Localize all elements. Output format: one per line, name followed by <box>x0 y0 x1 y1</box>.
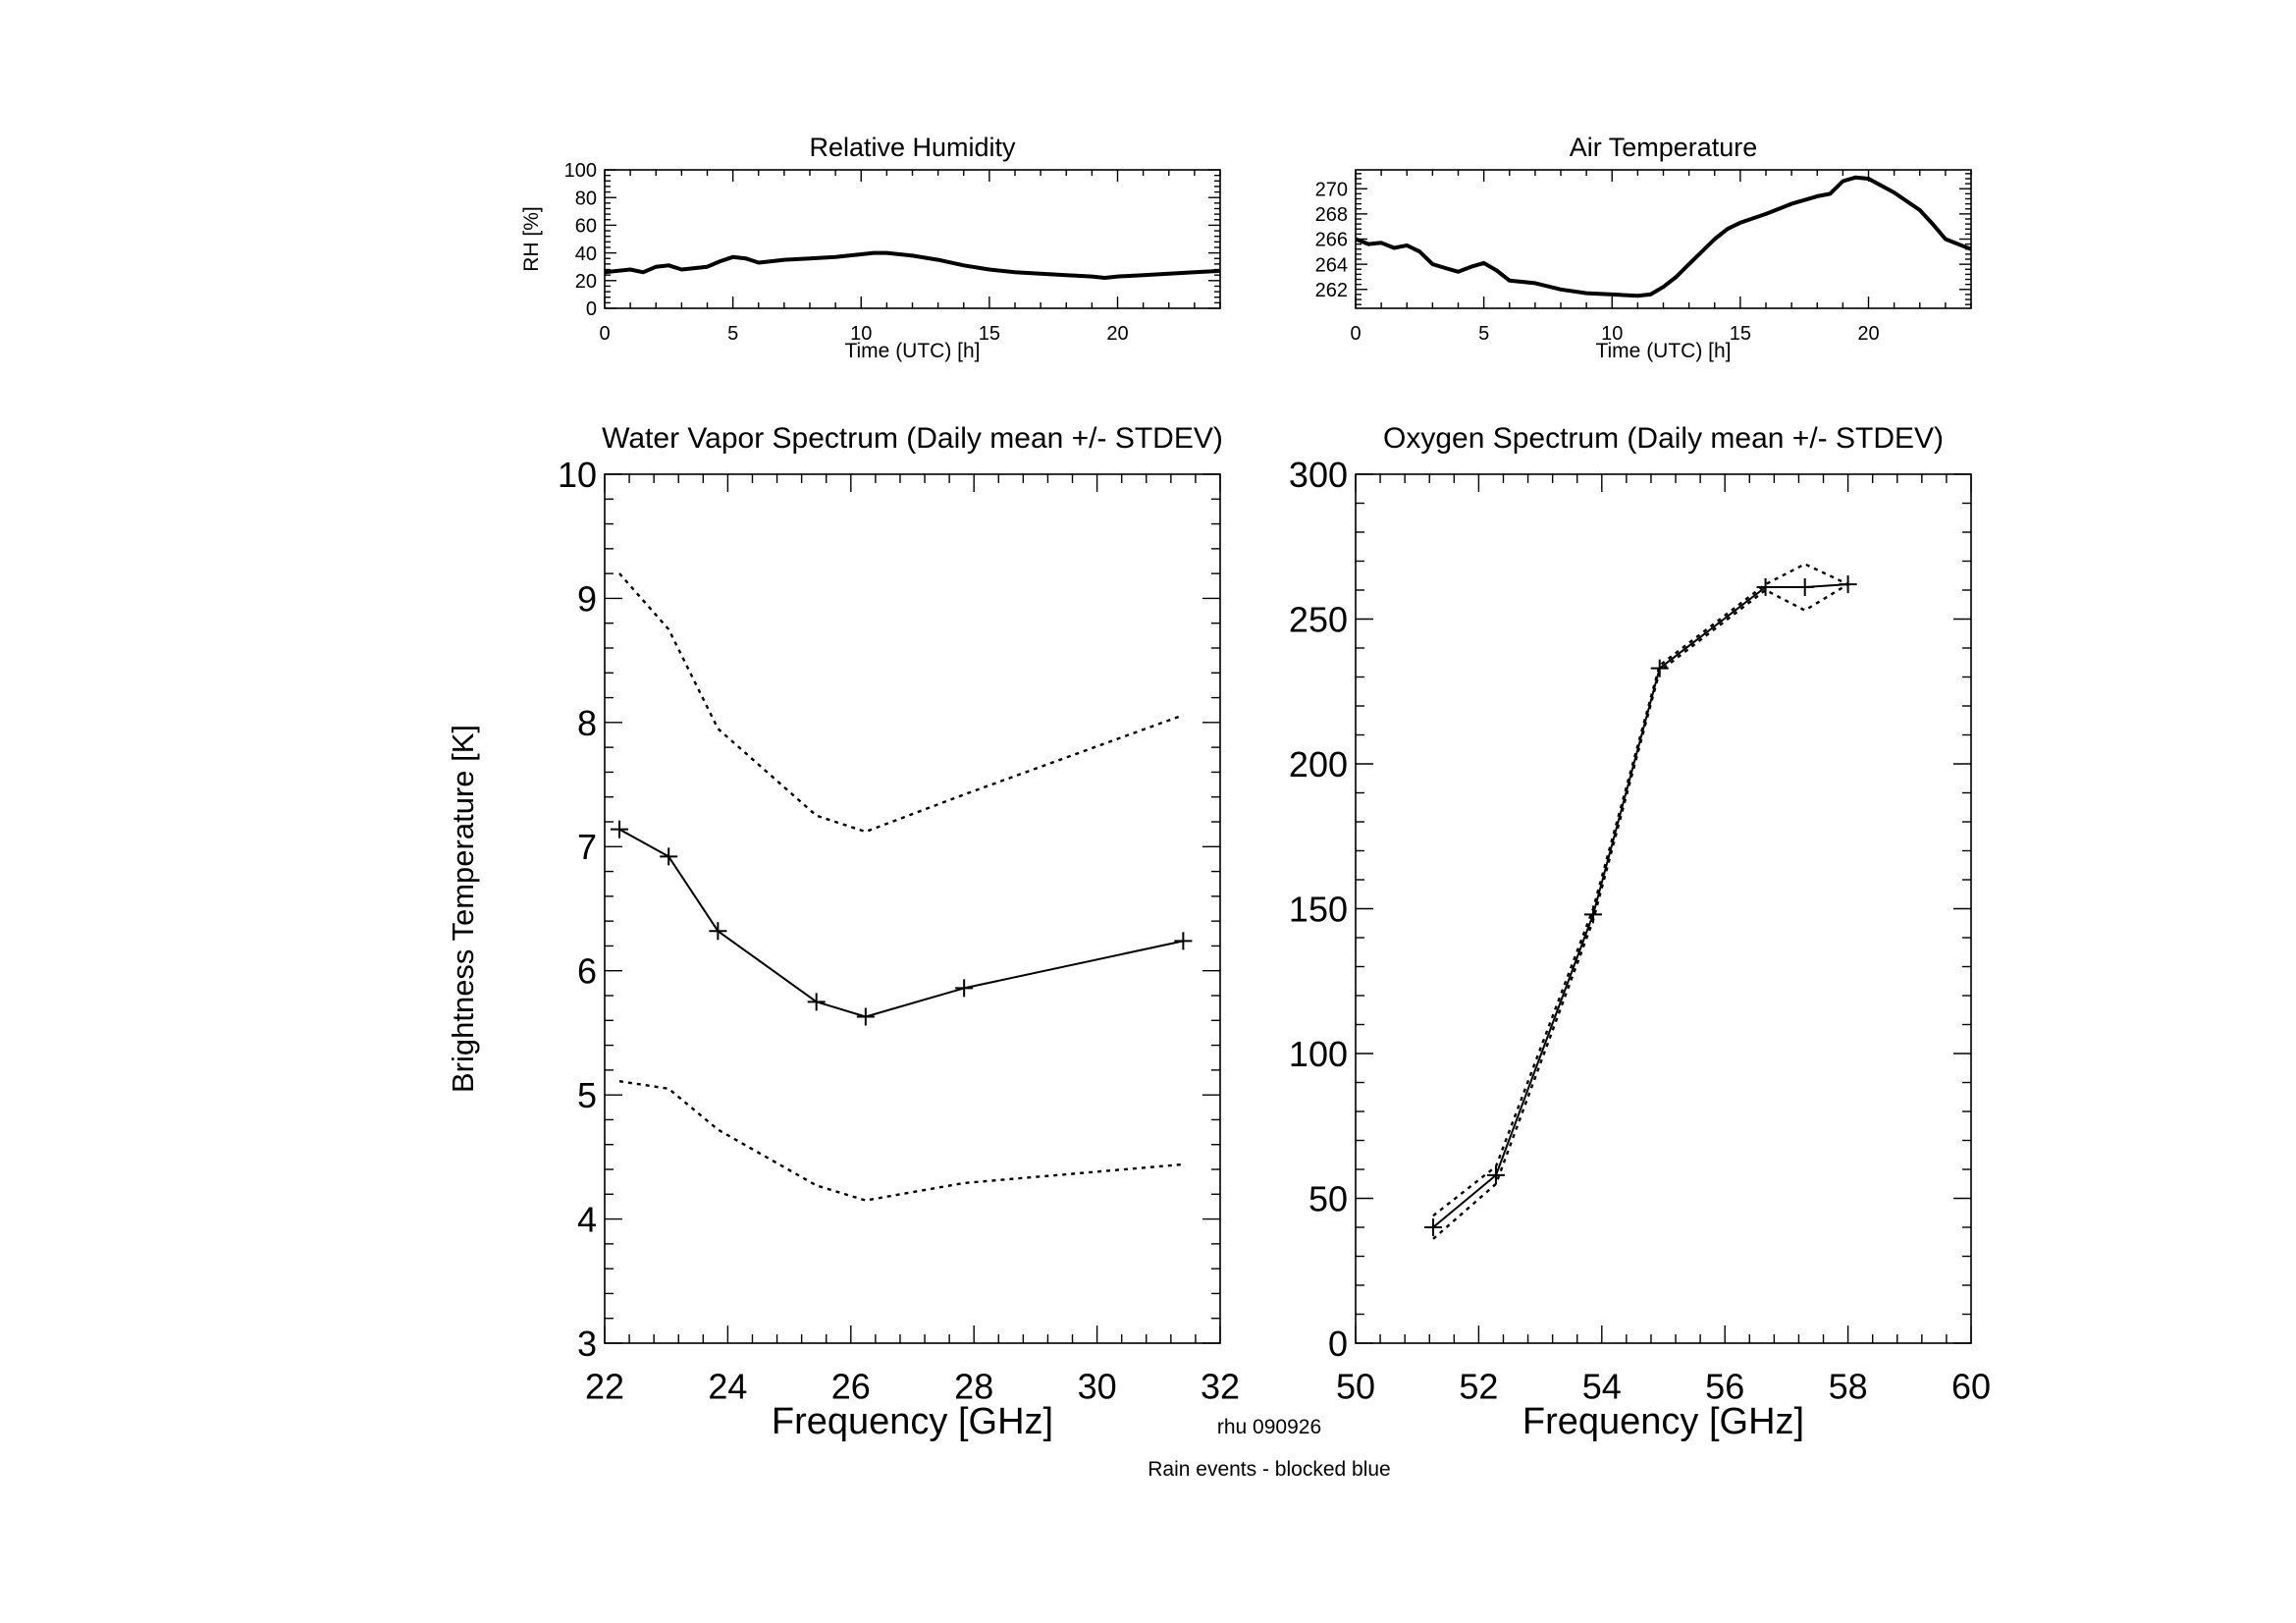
airtemp-y-tick-label: 262 <box>1315 280 1348 301</box>
wv-x-tick-label: 26 <box>831 1367 871 1407</box>
wv-x-tick-label: 24 <box>708 1367 747 1407</box>
wv-y-tick-label: 7 <box>577 827 597 867</box>
wv-x-tick-label: 32 <box>1201 1367 1240 1407</box>
rh-x-axis-label: Time (UTC) [h] <box>844 340 980 362</box>
rh-y-tick-label: 60 <box>575 216 597 238</box>
wv-data-point-marker <box>660 847 678 866</box>
station-code-label: rhu 090926 <box>1217 1416 1321 1438</box>
ox-data-point-marker <box>1424 1218 1442 1236</box>
rain-events-note: Rain events - blocked blue <box>1148 1458 1390 1481</box>
ox-x-tick-label: 54 <box>1582 1367 1622 1407</box>
ox-y-tick-label: 100 <box>1289 1034 1348 1074</box>
airtemp-x-tick-label: 0 <box>1350 323 1361 345</box>
ox-data-point-marker <box>1756 578 1775 597</box>
airtemp-series-0-line <box>1355 175 1972 298</box>
wv-x-tick-label: 28 <box>954 1367 993 1407</box>
wv-data-point-marker <box>611 820 629 839</box>
wv-series-1-line <box>618 572 1184 834</box>
airtemp-y-tick-label: 270 <box>1315 179 1348 200</box>
wv-x-axis-label: Frequency [GHz] <box>772 1401 1053 1442</box>
airtemp-y-tick-label: 266 <box>1315 230 1348 251</box>
wv-plot-frame <box>604 473 1221 1344</box>
rh-x-tick-label: 0 <box>599 323 610 345</box>
ox-y-tick-label: 50 <box>1308 1178 1348 1218</box>
ox-y-tick-label: 300 <box>1289 455 1348 495</box>
relative-humidity-panel: 0 5 10 15 20 0 20 40 60 80 100 Relative Humidity Tim… <box>520 133 1221 362</box>
ox-y-tick-label: 250 <box>1289 599 1348 639</box>
airtemp-x-tick-label: 5 <box>1478 323 1489 345</box>
wv-y-tick-label: 6 <box>577 951 597 992</box>
ox-x-tick-label: 58 <box>1829 1367 1868 1407</box>
ox-y-tick-label: 200 <box>1289 744 1348 784</box>
ox-chart-title: Oxygen Spectrum (Daily mean +/- STDEV) <box>1383 422 1944 455</box>
wv-data-point-marker <box>807 993 826 1011</box>
wv-x-tick-label: 30 <box>1078 1367 1117 1407</box>
ox-x-tick-label: 52 <box>1459 1367 1498 1407</box>
airtemp-x-tick-label: 20 <box>1857 323 1879 345</box>
rh-y-tick-label: 80 <box>575 188 597 209</box>
ox-data-point-marker <box>1486 1165 1505 1184</box>
wv-y-tick-label: 3 <box>577 1324 597 1364</box>
rh-x-tick-label: 10 <box>850 323 872 345</box>
rh-series-0-line <box>604 250 1221 280</box>
ox-x-tick-label: 50 <box>1336 1367 1375 1407</box>
wv-data-point-marker <box>1174 932 1193 950</box>
ox-x-tick-label: 60 <box>1951 1367 1991 1407</box>
rh-y-tick-label: 20 <box>575 271 597 293</box>
airtemp-y-tick-label: 264 <box>1315 254 1348 276</box>
ox-data-point-marker <box>1795 578 1814 597</box>
rh-x-tick-label: 5 <box>727 323 738 345</box>
ox-series-2-line <box>1432 583 1849 1240</box>
rh-x-tick-label: 20 <box>1106 323 1128 345</box>
wv-y-axis-label: Brightness Temperature [K] <box>446 725 480 1093</box>
wv-chart-title: Water Vapor Spectrum (Daily mean +/- STD… <box>602 422 1223 455</box>
rh-y-tick-label: 0 <box>586 298 597 320</box>
wv-data-point-marker <box>709 922 727 941</box>
wv-y-tick-label: 5 <box>577 1075 597 1115</box>
rh-y-tick-label: 40 <box>575 243 597 265</box>
airtemp-y-tick-label: 268 <box>1315 204 1348 226</box>
wv-y-tick-label: 9 <box>577 578 597 619</box>
wv-x-tick-label: 22 <box>585 1367 624 1407</box>
wv-y-tick-label: 10 <box>558 455 597 495</box>
airtemp-chart-title: Air Temperature <box>1570 133 1758 162</box>
ox-series-1-line <box>1432 563 1849 1217</box>
wv-data-point-marker <box>955 979 974 998</box>
air-temperature-panel: 0 5 10 15 20 262 264 266 268 270 Air Temperature Ti… <box>1315 133 1972 362</box>
rh-chart-title: Relative Humidity <box>809 133 1016 162</box>
rh-y-tick-label: 100 <box>564 160 597 182</box>
ox-x-axis-label: Frequency [GHz] <box>1522 1401 1804 1442</box>
wv-y-tick-label: 4 <box>577 1200 597 1240</box>
wv-data-point-marker <box>856 1007 875 1026</box>
airtemp-x-tick-label: 15 <box>1730 323 1751 345</box>
ox-y-tick-label: 150 <box>1289 889 1348 929</box>
ox-y-tick-label: 0 <box>1328 1324 1348 1364</box>
wv-y-tick-label: 8 <box>577 703 597 743</box>
rh-x-tick-label: 15 <box>979 323 1000 345</box>
rh-y-axis-label: RH [%] <box>520 206 543 272</box>
ox-x-tick-label: 56 <box>1705 1367 1744 1407</box>
airtemp-x-tick-label: 10 <box>1601 323 1623 345</box>
airtemp-x-axis-label: Time (UTC) [h] <box>1595 340 1731 362</box>
